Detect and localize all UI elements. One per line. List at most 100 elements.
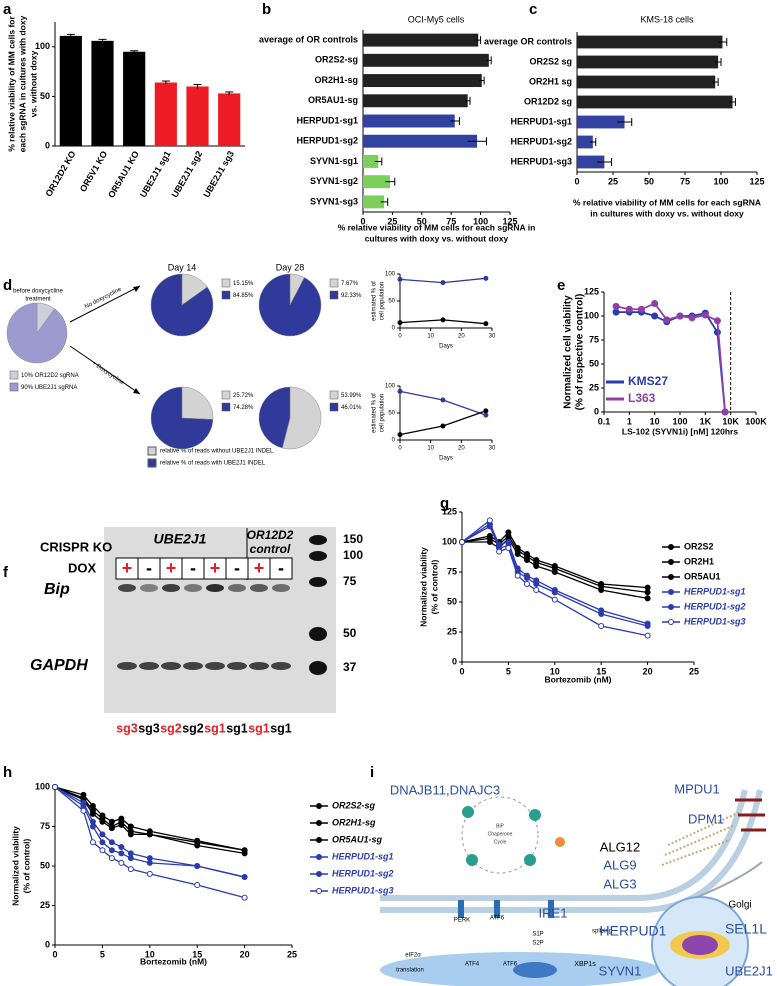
x-tick-label: 1	[627, 416, 632, 426]
point	[533, 581, 540, 587]
legend-text: HERPUD1-sg1	[332, 851, 394, 861]
y-tick-label: 0	[392, 326, 396, 332]
lane-label: sg2	[160, 721, 182, 735]
pie-label: 46.01%	[341, 405, 362, 411]
day-label: Day 28	[276, 262, 305, 272]
band	[184, 584, 202, 592]
ladder-band	[309, 535, 327, 545]
group-label: control	[250, 542, 291, 556]
legend-swatch	[329, 278, 339, 288]
y-axis-label: vs. without doxy	[28, 50, 38, 117]
value-label: 92.33%	[341, 293, 362, 299]
x-tick-label: 20	[643, 666, 653, 676]
bar	[363, 134, 478, 148]
bip	[462, 806, 474, 818]
pie-label: 53.99%	[341, 393, 362, 399]
diagram-label: translation	[396, 968, 424, 974]
legend-marker	[316, 837, 322, 843]
bar	[363, 33, 479, 47]
legend-swatch	[9, 382, 19, 392]
point	[459, 539, 465, 545]
marker-label: 75	[343, 574, 357, 588]
legend-swatch	[221, 278, 231, 288]
x-axis-label: cultures with doxy vs. without doxy	[365, 233, 509, 243]
value-label: 25.72%	[233, 393, 254, 399]
point	[118, 850, 125, 857]
point	[551, 596, 558, 603]
point	[99, 847, 106, 854]
ladder-band	[309, 577, 327, 587]
y-axis-label: cell population	[380, 394, 386, 432]
series-line	[54, 786, 245, 851]
group-label: UBE2J1	[154, 531, 207, 547]
pie-label: 15.15%	[233, 281, 254, 287]
dox-sign: +	[210, 558, 221, 578]
diagram-label: BiP	[496, 823, 504, 829]
perk	[458, 900, 464, 918]
x-axis-label: LS-102 (SYVN1i) [nM] 120hrs	[622, 426, 738, 436]
bar	[577, 155, 605, 169]
value-label: 15.15%	[233, 281, 254, 287]
arrow	[69, 285, 141, 323]
point	[483, 321, 489, 327]
y-tick-label: SYVN1-sg3	[310, 196, 358, 206]
pie-label: 90% UBE2J1 sgRNA	[21, 385, 77, 391]
value-label: 46.01%	[341, 405, 362, 411]
x-tick-label: 0	[52, 949, 57, 959]
point	[644, 623, 651, 629]
y-axis-label: % relative viability of MM cells for	[6, 16, 16, 152]
point	[194, 881, 201, 888]
panel-label: a	[3, 1, 12, 18]
pie-label: 10% OR12D2 sgRNA	[21, 373, 79, 379]
x-tick-label: 20	[458, 334, 465, 340]
blot	[104, 527, 336, 713]
series-line	[399, 390, 487, 416]
legend-text: relative % of reads with UBE2J1 INDEL	[160, 461, 266, 467]
legend-text: HERPUD1-sg2	[684, 601, 746, 611]
pie-label: 74.28%	[233, 405, 254, 411]
er-membrane	[380, 789, 748, 901]
bar	[363, 175, 391, 189]
diagram-label: ALG9	[603, 857, 636, 872]
legend-text: L363	[628, 391, 656, 405]
dox-sign: +	[166, 558, 177, 578]
value-label: 90%	[21, 385, 34, 391]
diagram-label: ATF4	[465, 962, 480, 968]
band	[140, 584, 158, 592]
bip-cycle	[461, 796, 539, 874]
bar	[363, 114, 455, 128]
panel-label: g	[440, 495, 449, 512]
y-axis-label: estimated % of	[372, 393, 378, 433]
point	[644, 595, 651, 602]
bip	[524, 854, 536, 866]
bar	[218, 93, 241, 146]
x-tick-label: 100	[672, 416, 687, 426]
point	[241, 894, 248, 901]
diagram-label: ATF6	[503, 962, 518, 968]
value-label: 7.67%	[341, 281, 359, 287]
legend-marker	[668, 544, 674, 550]
diagram-label: SYVN1	[599, 963, 642, 978]
point	[440, 280, 446, 286]
x-tick-label: UBE2J1 sg2	[170, 149, 205, 199]
y-tick-label: 0	[45, 939, 50, 949]
y-tick-label: OR2S2 sg	[529, 56, 572, 66]
x-tick-label: 1K	[700, 416, 712, 426]
y-tick-label: 100	[442, 536, 457, 546]
legend-marker	[316, 888, 322, 894]
arrow	[69, 345, 141, 395]
x-tick-label: 15	[596, 666, 606, 676]
bar	[363, 154, 379, 168]
bar	[577, 95, 733, 109]
point	[127, 823, 134, 830]
series-line	[615, 302, 726, 413]
legend-text: HERPUD1-sg3	[332, 885, 394, 895]
x-axis-label: % relative viability of MM cells for eac…	[338, 222, 536, 232]
point	[598, 611, 605, 617]
point	[713, 317, 721, 325]
y-tick-label: 50	[388, 299, 395, 305]
panel-label: e	[557, 277, 565, 294]
x-tick-label: 0	[574, 176, 579, 186]
legend-text: OR2H1-sg	[332, 817, 376, 827]
point	[127, 866, 134, 873]
